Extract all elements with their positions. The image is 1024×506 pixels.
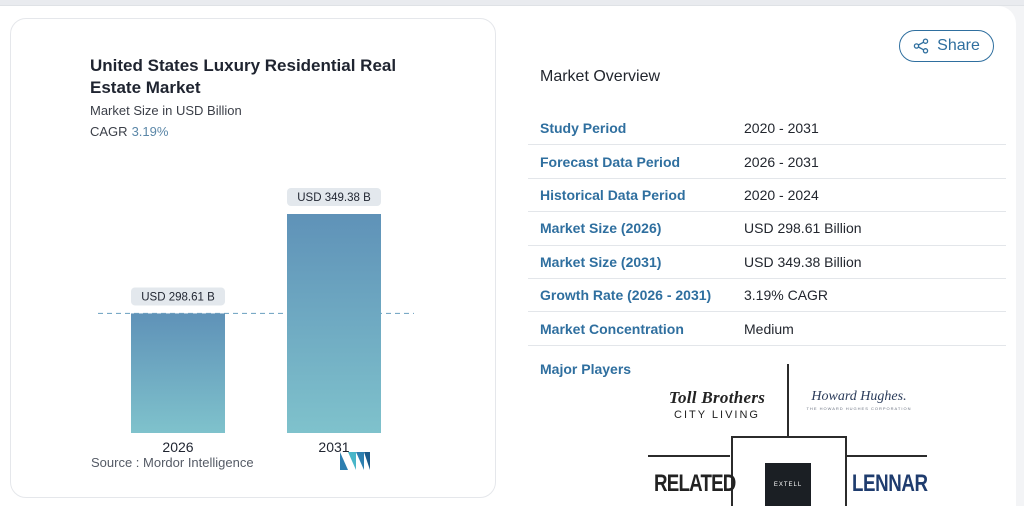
data-label-bg: [131, 287, 225, 306]
related-logo: RELATED: [654, 470, 736, 497]
overview-value: USD 349.38 Billion: [744, 253, 862, 270]
howard-hughes-tagline: THE HOWARD HUGHES CORPORATION: [806, 406, 912, 411]
bar-chart: USD 298.61 B 2026 USD 349.38 B 2031: [98, 188, 414, 455]
chart-card: [10, 18, 496, 498]
cagr-value: 3.19%: [131, 124, 169, 139]
overview-label: Historical Data Period: [540, 186, 686, 203]
overview-label: Forecast Data Period: [540, 153, 681, 170]
howard-hughes-name: Howard Hughes.: [811, 389, 907, 404]
data-label-bg: [287, 188, 381, 206]
players-grid-line: [648, 455, 730, 457]
bar-2026: [131, 313, 225, 433]
data-label: USD 349.38 B: [297, 192, 371, 204]
overview-row: Market Concentration Medium: [528, 312, 1006, 346]
major-players-label: Major Players: [540, 361, 632, 377]
players-grid-line: [731, 436, 733, 506]
overview-label: Market Size (2026): [540, 220, 662, 237]
players-grid-line: [731, 436, 846, 438]
overview-value: Medium: [744, 320, 794, 337]
data-label: USD 298.61 B: [141, 291, 215, 303]
overview-label: Growth Rate (2026 - 2031): [540, 287, 712, 304]
overview-label: Market Size (2031): [540, 253, 662, 270]
tick-label-2031: 2031: [318, 439, 349, 455]
overview-label: Market Concentration: [540, 320, 684, 337]
overview-value: USD 298.61 Billion: [744, 220, 862, 237]
overview-row: Market Size (2031) USD 349.38 Billion: [528, 246, 1006, 279]
toll-brothers-tagline: CITY LIVING: [674, 409, 760, 421]
source-text: Source : Mordor Intelligence: [91, 455, 254, 470]
share-button[interactable]: Share: [899, 30, 994, 62]
players-grid-line: [845, 455, 927, 457]
chart-title: United States Luxury Residential Real Es…: [90, 56, 397, 97]
overview-row: Forecast Data Period 2026 - 2031: [528, 145, 1006, 179]
bar-2031: [287, 214, 381, 433]
cagr-label: CAGR: [90, 124, 128, 139]
players-grid-line: [787, 364, 789, 436]
overview-row: Study Period 2020 - 2031: [528, 112, 1006, 146]
overview-row: Historical Data Period 2020 - 2024: [528, 179, 1006, 213]
players-grid-line: [845, 436, 847, 506]
overview-title: Market Overview: [540, 68, 661, 85]
share-label: Share: [937, 37, 980, 54]
overview-row: Growth Rate (2026 - 2031) 3.19% CAGR: [528, 279, 1006, 313]
overview-value: 2020 - 2031: [744, 120, 819, 137]
overview-value: 2020 - 2024: [744, 186, 819, 203]
extell-logo: EXTELL: [765, 463, 811, 506]
top-divider: [0, 0, 1024, 6]
overview-value: 2026 - 2031: [744, 153, 819, 170]
chart-subtitle: Market Size in USD Billion: [90, 103, 242, 118]
toll-brothers-logo: Toll Brothers CITY LIVING: [650, 388, 784, 421]
toll-brothers-name: Toll Brothers: [668, 388, 766, 407]
lennar-logo: LENNAR: [852, 470, 928, 497]
overview-label: Study Period: [540, 120, 627, 137]
cagr-line: CAGR 3.19%: [90, 124, 168, 139]
overview-table: Study Period 2020 - 2031 Forecast Data Pe…: [528, 112, 1006, 346]
overview-row: Market Size (2026) USD 298.61 Billion: [528, 212, 1006, 246]
tick-label-2026: 2026: [162, 439, 193, 455]
howard-hughes-logo: Howard Hughes. THE HOWARD HUGHES CORPORA…: [800, 389, 918, 411]
overview-value: 3.19% CAGR: [744, 287, 829, 304]
share-icon: [913, 38, 929, 54]
mordor-logo-icon: [340, 452, 370, 470]
